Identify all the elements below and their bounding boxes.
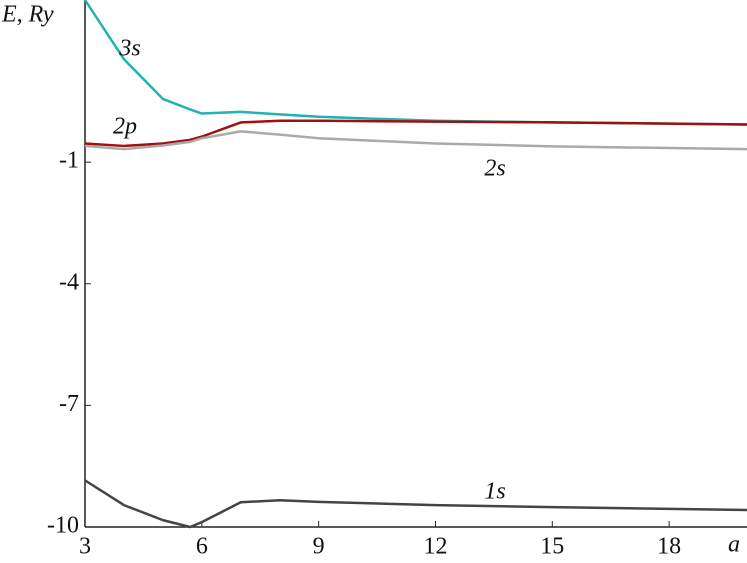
- series-line: [84, 479, 747, 529]
- series-line: [83, 0, 747, 126]
- x-tick-label: 12: [423, 534, 447, 560]
- x-tick-label: 15: [540, 534, 564, 560]
- x-tick-label: 6: [196, 534, 208, 560]
- series-label: 3s: [118, 36, 140, 62]
- y-tick-label: -7: [59, 391, 79, 417]
- x-tick-label: 18: [657, 534, 681, 560]
- series-label: 2p: [113, 114, 137, 140]
- x-tick-label: 9: [313, 534, 325, 560]
- x-tick-label: 3: [79, 534, 91, 560]
- y-tick-label: -1: [59, 148, 79, 174]
- series-label: 2s: [484, 156, 505, 182]
- series-line: [84, 119, 747, 148]
- y-axis-label: E, Ry: [1, 2, 54, 28]
- x-axis-label: a: [728, 532, 740, 558]
- y-tick-label: -10: [47, 513, 79, 539]
- series-label: 1s: [484, 479, 505, 505]
- series-line: [84, 130, 747, 151]
- y-tick-label: -4: [59, 269, 79, 295]
